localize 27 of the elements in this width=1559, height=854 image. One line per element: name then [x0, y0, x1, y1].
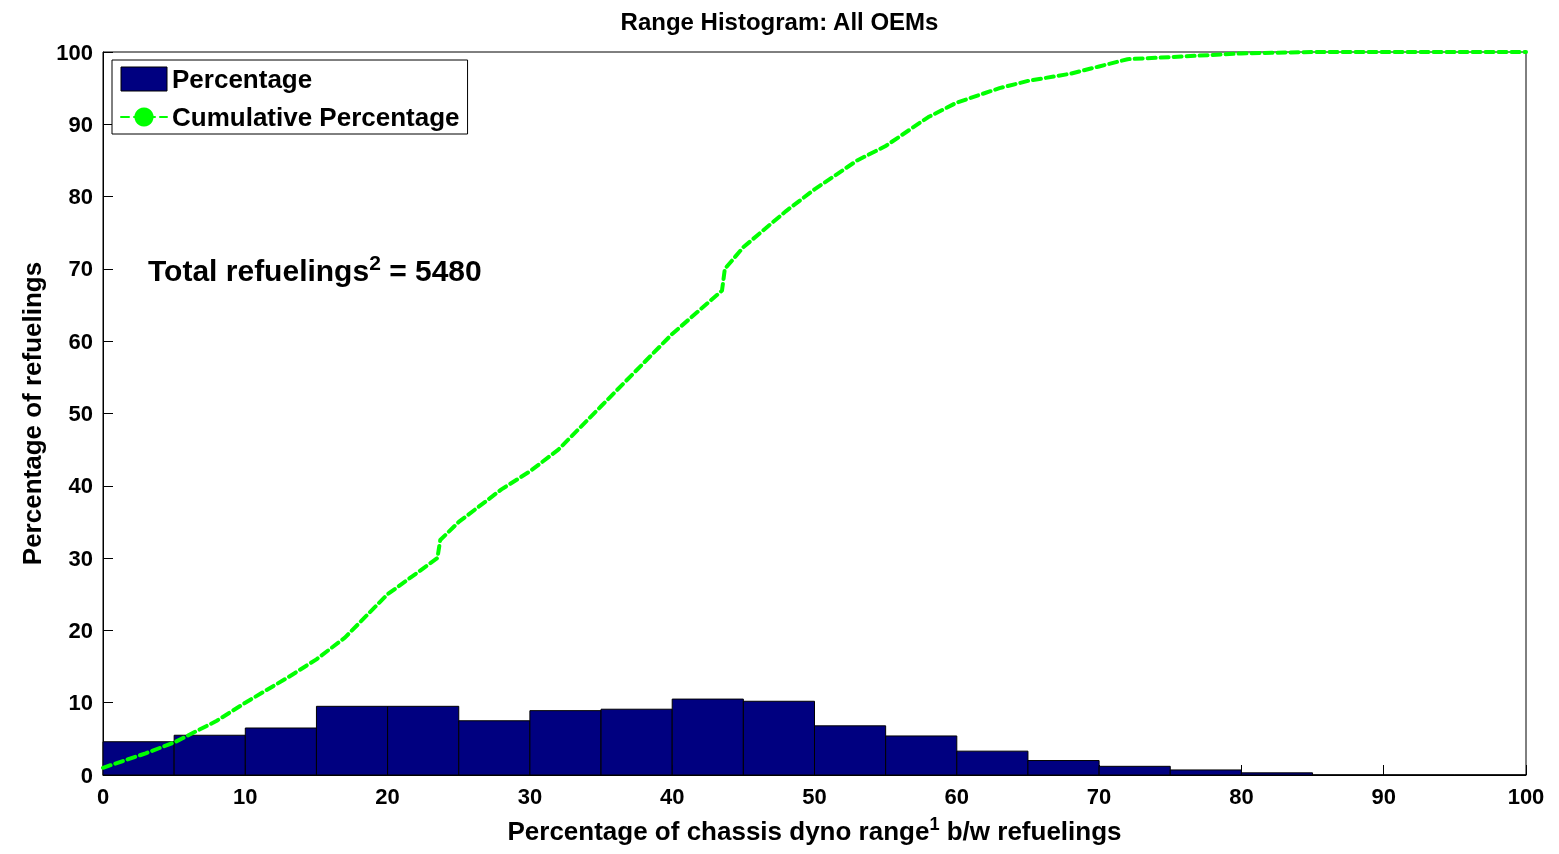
line-series — [101, 50, 1528, 770]
legend-label: Percentage — [172, 64, 313, 94]
x-tick-label: 70 — [1086, 783, 1112, 809]
y-tick-label: 90 — [68, 111, 93, 137]
y-axis-title: Percentage of refuelings — [17, 261, 47, 566]
y-tick-label: 70 — [68, 256, 93, 282]
chart-title: Range Histogram: All OEMs — [620, 7, 939, 35]
y-tick-label: 80 — [68, 184, 93, 210]
y-tick-label: 60 — [68, 328, 93, 354]
x-tick-label: 0 — [96, 783, 110, 809]
x-tick-label: 90 — [1371, 783, 1396, 809]
y-tick-label: 50 — [68, 401, 93, 426]
x-tick-label: 30 — [517, 783, 543, 809]
x-tick-label: 50 — [802, 783, 827, 809]
y-tick-label: 30 — [68, 545, 93, 571]
y-tick-label: 40 — [68, 473, 93, 499]
y-tick-label: 10 — [68, 690, 93, 716]
x-tick-label: 60 — [944, 783, 970, 809]
x-tick-label: 80 — [1229, 783, 1254, 809]
x-tick-label: 20 — [375, 783, 400, 809]
y-tick-label: 100 — [56, 39, 93, 65]
x-tick-label: 10 — [233, 783, 258, 809]
legend-label: Cumulative Percentage — [172, 102, 460, 132]
y-tick-label: 20 — [68, 617, 93, 643]
x-tick-label: 40 — [659, 783, 685, 809]
x-tick-label: 100 — [1507, 783, 1545, 809]
y-tick-label: 0 — [80, 762, 93, 788]
